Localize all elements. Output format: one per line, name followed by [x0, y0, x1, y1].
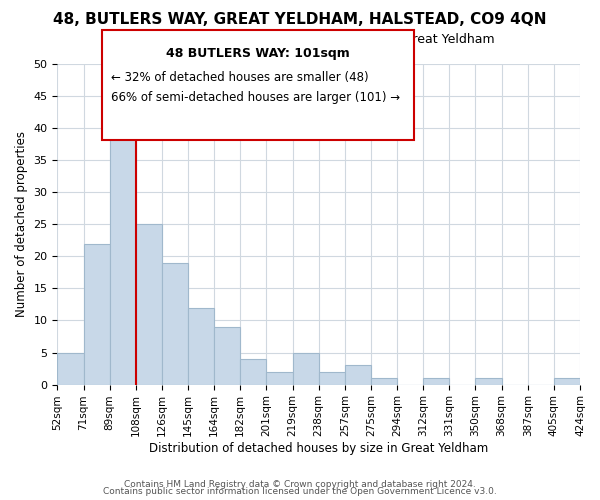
Bar — [188, 308, 214, 384]
Bar — [214, 327, 241, 384]
Text: 66% of semi-detached houses are larger (101) →: 66% of semi-detached houses are larger (… — [111, 91, 400, 104]
Bar — [162, 263, 188, 384]
Bar — [554, 378, 580, 384]
Bar — [110, 122, 136, 384]
Text: 48 BUTLERS WAY: 101sqm: 48 BUTLERS WAY: 101sqm — [166, 46, 350, 60]
Text: Size of property relative to detached houses in Great Yeldham: Size of property relative to detached ho… — [105, 32, 495, 46]
Bar — [345, 366, 371, 384]
Bar — [58, 352, 83, 384]
X-axis label: Distribution of detached houses by size in Great Yeldham: Distribution of detached houses by size … — [149, 442, 488, 455]
Bar — [136, 224, 162, 384]
Bar — [266, 372, 293, 384]
Bar — [475, 378, 502, 384]
Y-axis label: Number of detached properties: Number of detached properties — [15, 132, 28, 318]
Text: Contains HM Land Registry data © Crown copyright and database right 2024.: Contains HM Land Registry data © Crown c… — [124, 480, 476, 489]
Bar — [293, 352, 319, 384]
Text: ← 32% of detached houses are smaller (48): ← 32% of detached houses are smaller (48… — [111, 71, 368, 84]
Bar — [423, 378, 449, 384]
Text: 48, BUTLERS WAY, GREAT YELDHAM, HALSTEAD, CO9 4QN: 48, BUTLERS WAY, GREAT YELDHAM, HALSTEAD… — [53, 12, 547, 28]
Bar — [83, 244, 110, 384]
Bar — [241, 359, 266, 384]
Bar — [371, 378, 397, 384]
Text: Contains public sector information licensed under the Open Government Licence v3: Contains public sector information licen… — [103, 488, 497, 496]
Bar — [319, 372, 345, 384]
